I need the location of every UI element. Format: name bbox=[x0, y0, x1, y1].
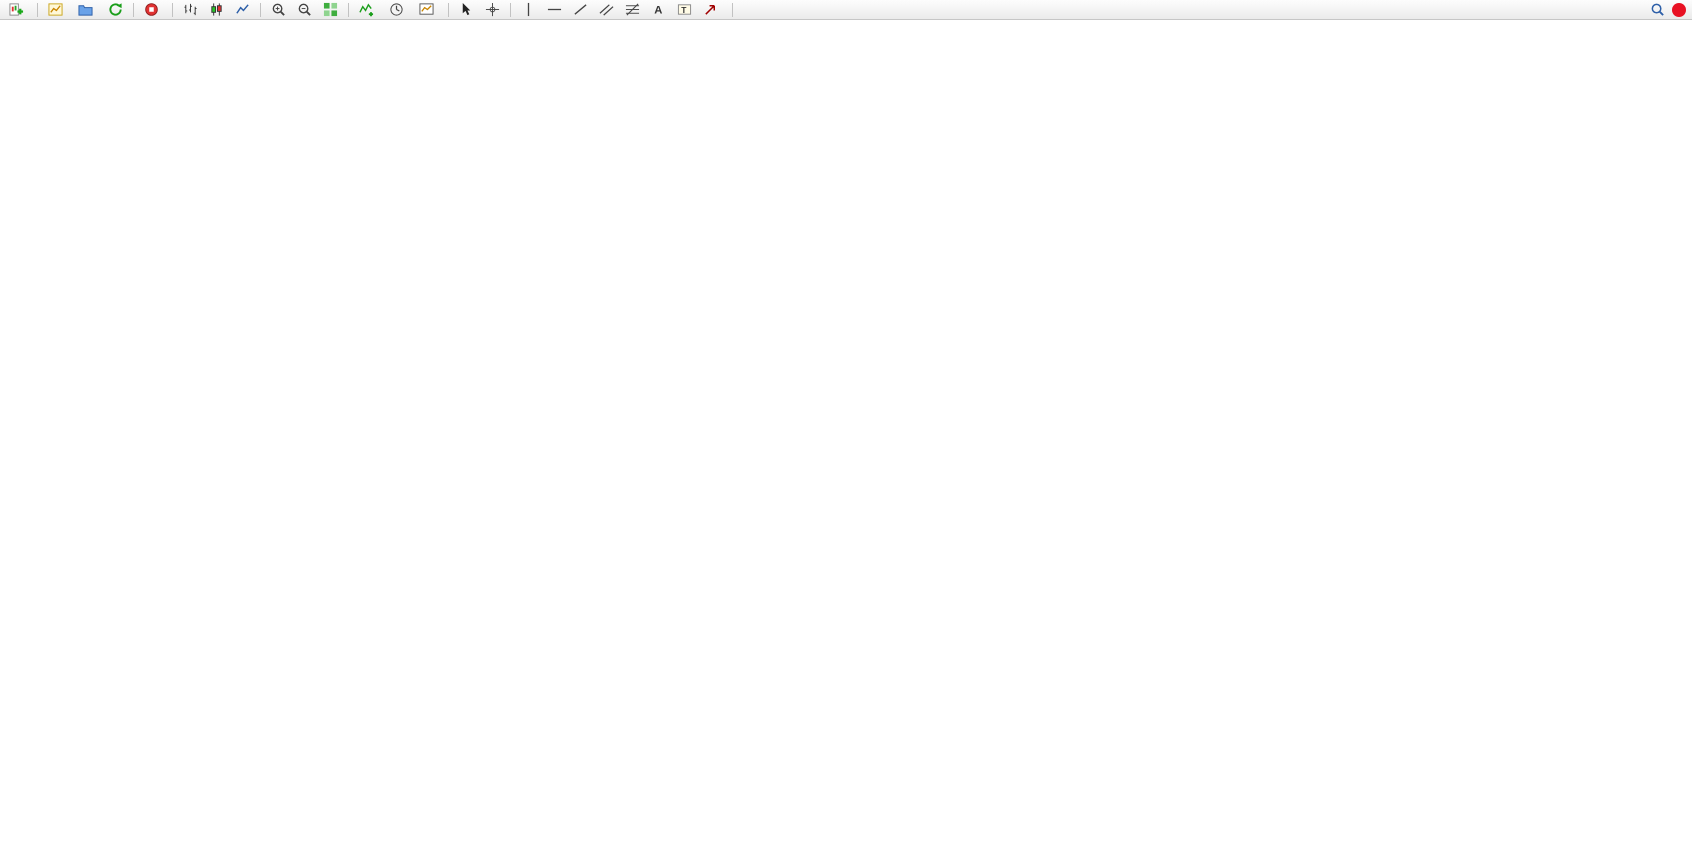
text-label-icon: T bbox=[676, 2, 693, 18]
tile-windows-icon bbox=[322, 2, 339, 18]
refresh-button[interactable] bbox=[103, 1, 128, 19]
price-chart-svg[interactable] bbox=[0, 20, 1692, 851]
candles-chart-button[interactable] bbox=[204, 1, 229, 19]
svg-text:A: A bbox=[654, 5, 662, 17]
toolbar-separator bbox=[510, 2, 511, 17]
autotrading-button[interactable] bbox=[139, 1, 167, 19]
toolbar-separator bbox=[348, 2, 349, 17]
autotrading-icon bbox=[143, 2, 160, 18]
chart-title bbox=[7, 25, 11, 37]
arrows-button[interactable] bbox=[698, 1, 727, 19]
horizontal-line-button[interactable] bbox=[542, 1, 567, 19]
new-chart-icon bbox=[47, 2, 64, 18]
new-order-icon bbox=[8, 2, 25, 18]
toolbar-right-group bbox=[1649, 2, 1688, 18]
timeframe-m1-button[interactable] bbox=[754, 8, 766, 12]
bars-chart-button[interactable] bbox=[178, 1, 203, 19]
search-icon[interactable] bbox=[1649, 2, 1666, 18]
text-button[interactable]: A bbox=[646, 1, 671, 19]
refresh-icon bbox=[107, 2, 124, 18]
timeframe-d1-button[interactable] bbox=[838, 8, 850, 12]
zoom-out-icon bbox=[296, 2, 313, 18]
main-toolbar: A T bbox=[0, 0, 1692, 20]
fibonacci-button[interactable] bbox=[620, 1, 645, 19]
cursor-icon bbox=[458, 2, 475, 18]
channel-button[interactable] bbox=[594, 1, 619, 19]
crosshair-icon bbox=[484, 2, 501, 18]
templates-button[interactable] bbox=[414, 1, 443, 19]
timeframe-m15-button[interactable] bbox=[782, 8, 794, 12]
horizontal-line-icon bbox=[546, 2, 563, 18]
toolbar-separator bbox=[448, 2, 449, 17]
cursor-button[interactable] bbox=[454, 1, 479, 19]
timeframe-m30-button[interactable] bbox=[796, 8, 808, 12]
toolbar-separator bbox=[172, 2, 173, 17]
indicators-icon bbox=[358, 2, 375, 18]
timeframe-h4-button[interactable] bbox=[824, 8, 836, 12]
new-chart-button[interactable] bbox=[43, 1, 72, 19]
zoom-in-icon bbox=[270, 2, 287, 18]
zoom-out-button[interactable] bbox=[292, 1, 317, 19]
templates-icon bbox=[418, 2, 435, 18]
toolbar-separator bbox=[133, 2, 134, 17]
notification-badge[interactable] bbox=[1672, 2, 1686, 17]
timeframe-toolbar bbox=[754, 8, 878, 12]
svg-text:T: T bbox=[681, 5, 687, 15]
periods-clock-icon bbox=[388, 2, 405, 18]
trendline-button[interactable] bbox=[568, 1, 593, 19]
line-chart-icon bbox=[234, 2, 251, 18]
crosshair-button[interactable] bbox=[480, 1, 505, 19]
new-order-button[interactable] bbox=[4, 1, 32, 19]
profiles-folder-icon bbox=[77, 2, 94, 18]
candles-chart-icon bbox=[208, 2, 225, 18]
trendline-icon bbox=[572, 2, 589, 18]
toolbar-separator bbox=[260, 2, 261, 17]
timeframe-h1-button[interactable] bbox=[810, 8, 822, 12]
channel-icon bbox=[598, 2, 615, 18]
arrows-icon bbox=[702, 2, 719, 18]
zoom-in-button[interactable] bbox=[266, 1, 291, 19]
bars-chart-icon bbox=[182, 2, 199, 18]
fibonacci-icon bbox=[624, 2, 641, 18]
indicators-button[interactable] bbox=[354, 1, 383, 19]
vertical-line-button[interactable] bbox=[516, 1, 541, 19]
periods-button[interactable] bbox=[384, 1, 413, 19]
toolbar-separator bbox=[732, 2, 733, 17]
tile-windows-button[interactable] bbox=[318, 1, 343, 19]
text-label-button[interactable]: T bbox=[672, 1, 697, 19]
timeframe-m5-button[interactable] bbox=[768, 8, 780, 12]
toolbar-separator bbox=[37, 2, 38, 17]
profiles-button[interactable] bbox=[73, 1, 102, 19]
vertical-line-icon bbox=[520, 2, 537, 18]
timeframe-mn-button[interactable] bbox=[866, 8, 878, 12]
timeframe-w1-button[interactable] bbox=[852, 8, 864, 12]
line-chart-button[interactable] bbox=[230, 1, 255, 19]
text-icon: A bbox=[650, 2, 667, 18]
